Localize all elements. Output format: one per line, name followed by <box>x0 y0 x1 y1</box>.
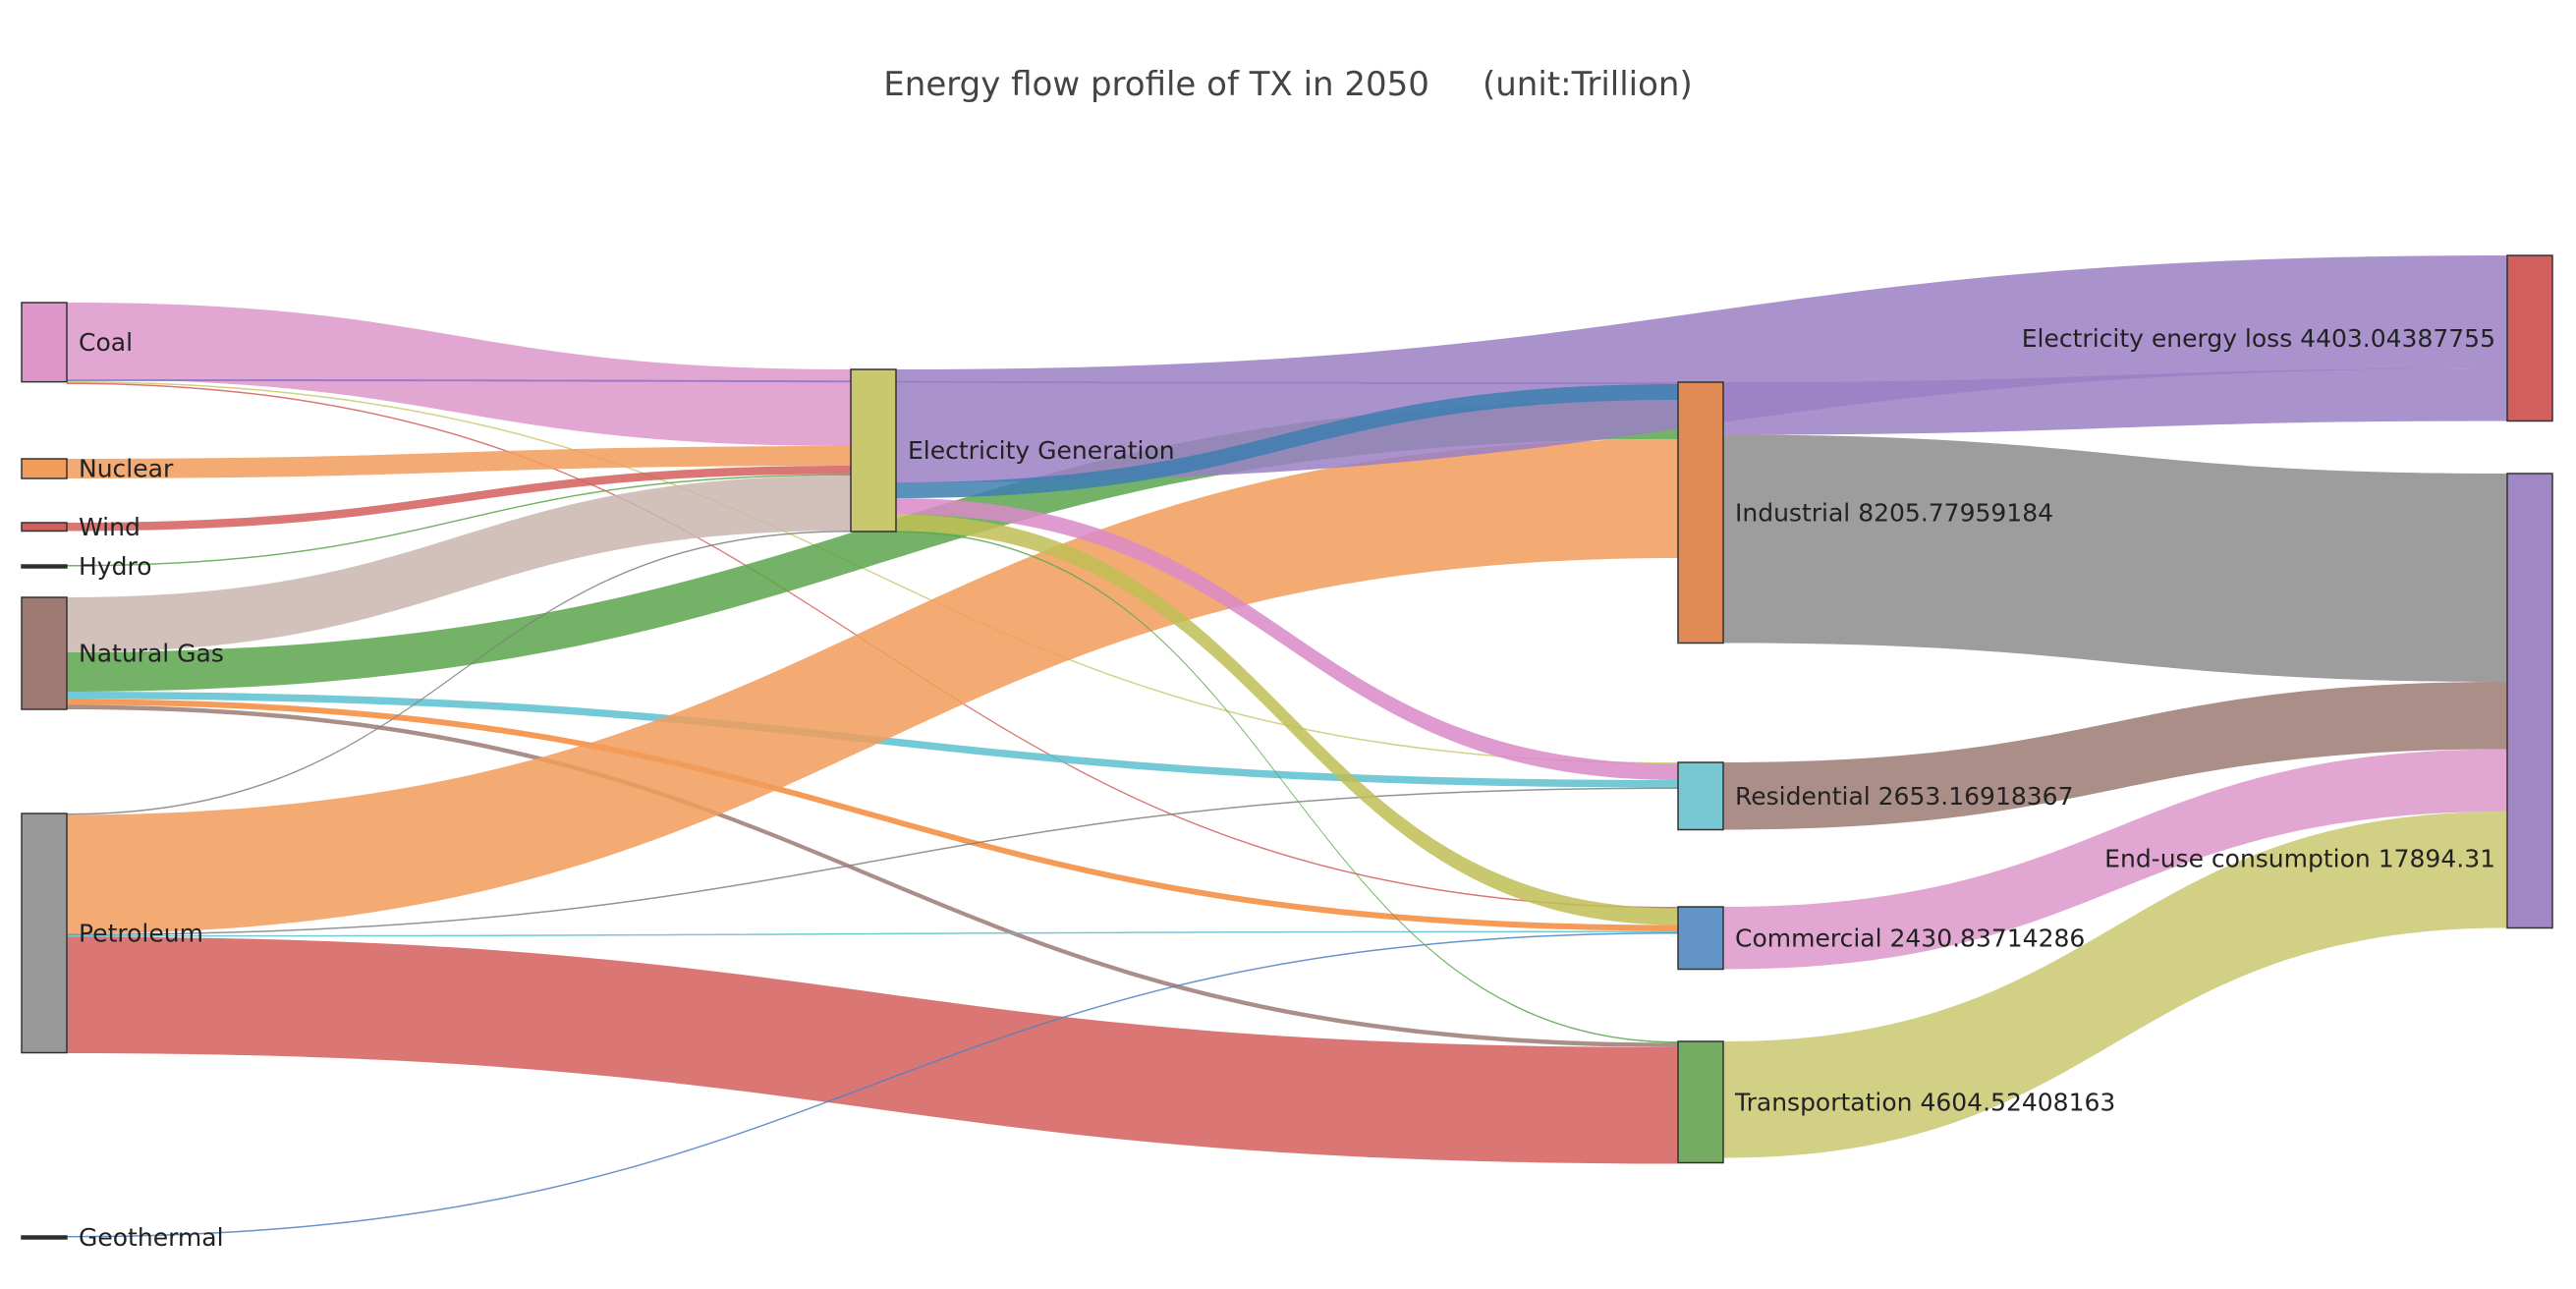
link-elec-to-residential[interactable] <box>896 498 1678 780</box>
node-label-commercial: Commercial 2430.83714286 <box>1735 924 2085 952</box>
node-petroleum[interactable] <box>21 813 68 1054</box>
node-coal[interactable] <box>21 302 68 383</box>
link-transport-to-enduse[interactable] <box>1723 812 2507 1158</box>
node-loss[interactable] <box>2506 254 2553 422</box>
link-elec-to-commercial[interactable] <box>896 514 1678 925</box>
link-coal-to-residential[interactable] <box>67 381 1678 764</box>
node-label-wind: Wind <box>79 513 140 541</box>
node-wind[interactable] <box>21 522 68 532</box>
link-gas-to-commercial[interactable] <box>67 699 1678 931</box>
node-label-industrial: Industrial 8205.77959184 <box>1735 498 2053 527</box>
node-industrial[interactable] <box>1677 381 1724 644</box>
node-elec[interactable] <box>850 368 897 532</box>
node-label-transport: Transportation 4604.52408163 <box>1734 1088 2115 1116</box>
link-elec-to-loss[interactable] <box>896 255 2507 482</box>
link-coal-to-elec[interactable] <box>67 303 851 446</box>
link-petroleum-to-commercial[interactable] <box>67 930 1678 937</box>
node-label-coal: Coal <box>79 328 133 357</box>
node-label-loss: Electricity energy loss 4403.04387755 <box>2022 324 2495 353</box>
node-residential[interactable] <box>1677 761 1724 831</box>
node-transport[interactable] <box>1677 1040 1724 1164</box>
link-petroleum-to-elec[interactable] <box>67 531 851 815</box>
node-label-nuclear: Nuclear <box>79 455 174 483</box>
node-label-gas: Natural Gas <box>79 640 224 668</box>
link-petroleum-to-transport[interactable] <box>67 936 1678 1164</box>
link-gas-to-transport[interactable] <box>67 704 1678 1048</box>
link-industrial-to-enduse[interactable] <box>1723 434 2507 683</box>
link-commercial-to-enduse[interactable] <box>1723 749 2507 970</box>
node-label-enduse: End-use consumption 17894.31 <box>2104 845 2495 873</box>
link-elec-to-transport[interactable] <box>896 531 1678 1043</box>
node-label-hydro: Hydro <box>79 552 152 581</box>
link-gas-to-elec[interactable] <box>67 476 851 652</box>
node-enduse[interactable] <box>2506 473 2553 929</box>
link-gas-to-industrial[interactable] <box>67 400 1678 692</box>
node-geothermal[interactable] <box>21 1235 68 1240</box>
node-label-petroleum: Petroleum <box>79 919 203 947</box>
node-label-geothermal: Geothermal <box>79 1223 224 1252</box>
node-commercial[interactable] <box>1677 906 1724 971</box>
links-layer <box>67 255 2507 1238</box>
link-petroleum-to-industrial[interactable] <box>67 439 1678 934</box>
link-wind-to-elec[interactable] <box>67 466 851 532</box>
nodes-layer: Coal Nuclear Wind Hydro Natural Gas Petroleum… <box>21 254 2553 1252</box>
link-petroleum-to-residential[interactable] <box>67 787 1678 936</box>
link-geothermal-to-commercial[interactable] <box>67 932 1678 1238</box>
node-hydro[interactable] <box>21 564 68 569</box>
chart-title: Energy flow profile of TX in 2050 (unit:… <box>883 65 1693 104</box>
node-label-residential: Residential 2653.16918367 <box>1735 782 2073 811</box>
node-nuclear[interactable] <box>21 458 68 479</box>
link-industrial-to-loss[interactable] <box>1723 368 2507 435</box>
node-gas[interactable] <box>21 596 68 710</box>
link-elec-to-industrial[interactable] <box>896 384 1678 498</box>
link-nuclear-to-elec[interactable] <box>67 446 851 478</box>
link-hydro-to-elec[interactable] <box>67 474 851 567</box>
link-residential-to-enduse[interactable] <box>1723 682 2507 830</box>
node-label-elec: Electricity Generation <box>908 436 1175 465</box>
